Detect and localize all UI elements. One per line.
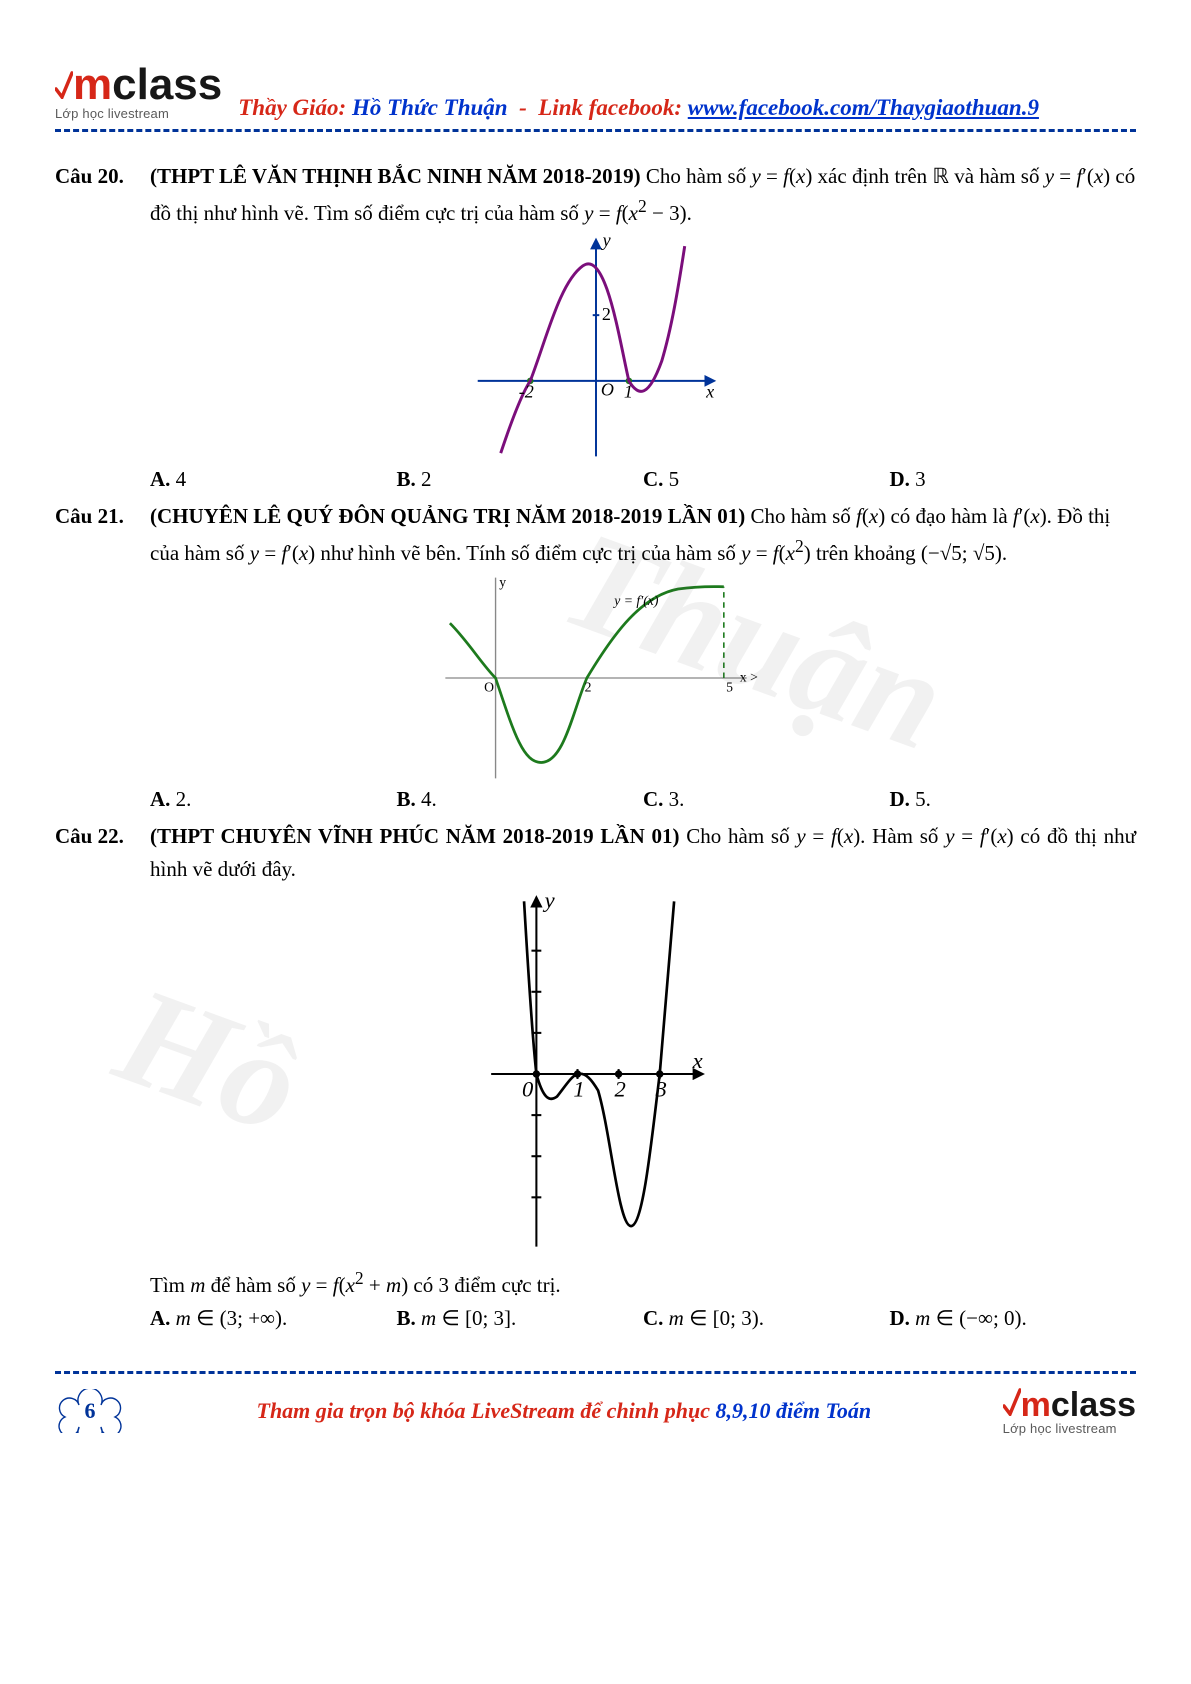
facebook-link[interactable]: www.facebook.com/Thaygiaothuan.9 (688, 95, 1039, 120)
svg-text:5: 5 (726, 680, 733, 695)
q20-choice-a[interactable]: A. 4 (150, 467, 397, 492)
q22-text2: Tìm m để hàm số y = f(x2 + m) có 3 điểm … (55, 1265, 1136, 1302)
svg-text:O: O (484, 680, 494, 695)
q21-choices: A. 2. B. 4. C. 3. D. 5. (55, 787, 1136, 812)
link-label: Link facebook: (538, 95, 682, 120)
teacher-name: Hồ Thức Thuận (352, 95, 508, 120)
question-20: Câu 20. (THPT LÊ VĂN THỊNH BẮC NINH NĂM … (55, 160, 1136, 229)
svg-text:-2: -2 (518, 381, 533, 401)
svg-text:x >: x > (739, 670, 757, 685)
q22-choices: A. m ∈ (3; +∞). B. m ∈ [0; 3]. C. m ∈ [0… (55, 1306, 1136, 1331)
q20-choice-d[interactable]: D. 3 (890, 467, 1137, 492)
q20-choice-b[interactable]: B. 2 (397, 467, 644, 492)
svg-text:y = f′(x): y = f′(x) (612, 593, 659, 609)
logo-sub: Lớp học livestream (55, 106, 222, 121)
svg-text:x: x (705, 381, 714, 401)
svg-text:y: y (542, 889, 555, 913)
svg-text:1: 1 (573, 1077, 584, 1102)
q22-source: (THPT CHUYÊN VĨNH PHÚC NĂM 2018-2019 LẦN… (150, 824, 679, 848)
q20-choice-c[interactable]: C. 5 (643, 467, 890, 492)
q20-source: (THPT LÊ VĂN THỊNH BẮC NINH NĂM 2018-201… (150, 164, 641, 188)
svg-text:0: 0 (522, 1077, 534, 1102)
logo-class: class (112, 60, 222, 110)
svg-text:1: 1 (623, 381, 632, 401)
q21-number: Câu 21. (55, 500, 150, 569)
q22-number: Câu 22. (55, 820, 150, 885)
separator-bottom (55, 1371, 1136, 1374)
svg-text:O: O (600, 380, 613, 400)
q20-graph: -2 1 O x y 2 (316, 233, 876, 463)
q20-number: Câu 20. (55, 160, 150, 229)
svg-text:x: x (691, 1048, 702, 1073)
q21-graph: O 2 5 x > y y = f′(x) (276, 573, 916, 783)
q22-choice-c[interactable]: C. m ∈ [0; 3). (643, 1306, 890, 1331)
q22-choice-b[interactable]: B. m ∈ [0; 3]. (397, 1306, 644, 1331)
q21-source: (CHUYÊN LÊ QUÝ ĐÔN QUẢNG TRỊ NĂM 2018-20… (150, 504, 745, 528)
question-21: Câu 21. (CHUYÊN LÊ QUÝ ĐÔN QUẢNG TRỊ NĂM… (55, 500, 1136, 569)
q21-choice-d[interactable]: D. 5. (890, 787, 1137, 812)
q22-graph: 0 1 2 3 x y (336, 889, 856, 1259)
q22-choice-d[interactable]: D. m ∈ (−∞; 0). (890, 1306, 1137, 1331)
svg-text:y: y (499, 575, 506, 590)
svg-text:2: 2 (601, 304, 610, 324)
svg-text:3: 3 (654, 1077, 666, 1102)
q22-choice-a[interactable]: A. m ∈ (3; +∞). (150, 1306, 397, 1331)
header: m class Lớp học livestream Thầy Giáo: Hồ… (55, 60, 1136, 121)
svg-text:y: y (600, 233, 611, 250)
separator-top (55, 129, 1136, 132)
logo-top: m class Lớp học livestream (55, 60, 222, 121)
svg-text:2: 2 (614, 1077, 625, 1102)
page-number: 6 (55, 1389, 125, 1433)
logo-bottom: m class Lớp học livestream (1003, 1386, 1136, 1436)
logo-swoosh-icon (55, 71, 73, 99)
question-22: Câu 22. (THPT CHUYÊN VĨNH PHÚC NĂM 2018-… (55, 820, 1136, 885)
footer-text: Tham gia trọn bộ khóa LiveStream để chin… (257, 1398, 872, 1424)
q21-choice-a[interactable]: A. 2. (150, 787, 397, 812)
logo-m: m (73, 60, 112, 110)
teacher-label: Thầy Giáo: (238, 95, 346, 120)
footer: 6 Tham gia trọn bộ khóa LiveStream để ch… (55, 1386, 1136, 1436)
q21-choice-b[interactable]: B. 4. (397, 787, 644, 812)
header-text: Thầy Giáo: Hồ Thức Thuận - Link facebook… (238, 95, 1039, 121)
q20-choices: A. 4 B. 2 C. 5 D. 3 (55, 467, 1136, 492)
logo-swoosh-icon (1003, 1388, 1021, 1416)
svg-text:2: 2 (584, 680, 591, 695)
q21-choice-c[interactable]: C. 3. (643, 787, 890, 812)
